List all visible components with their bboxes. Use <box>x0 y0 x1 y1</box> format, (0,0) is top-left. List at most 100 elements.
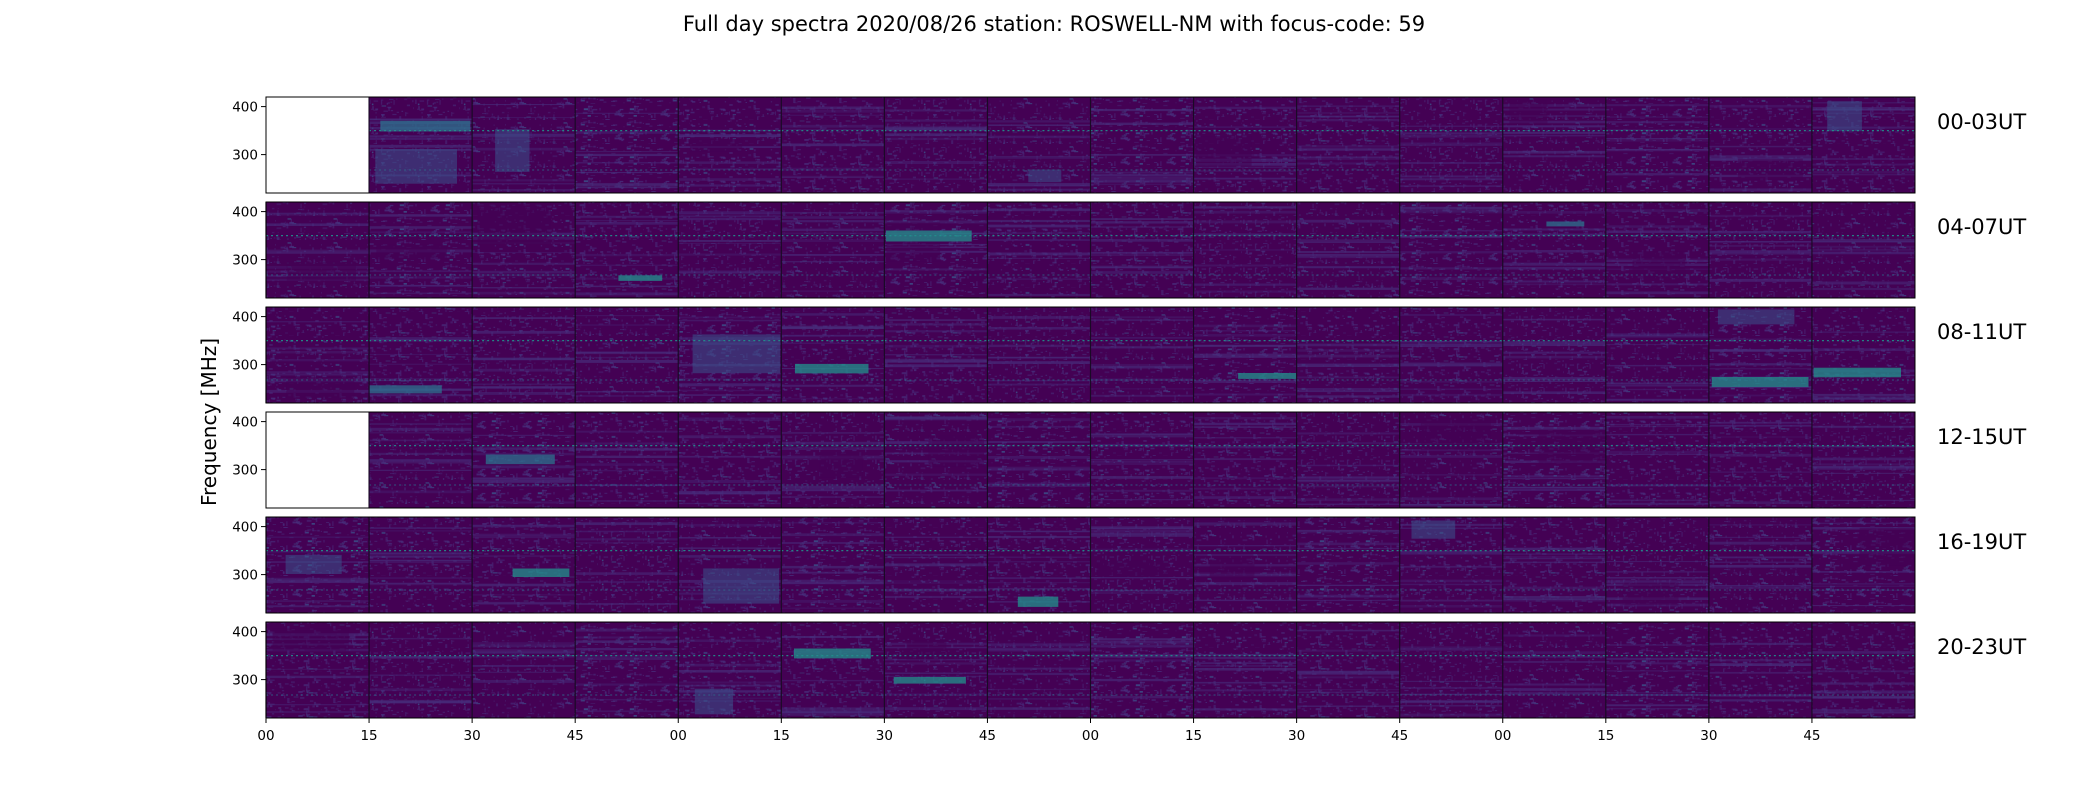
spectrum-panel <box>1089 307 1194 403</box>
band-line <box>987 672 1091 676</box>
spectrum-panel <box>780 517 885 613</box>
panel-background <box>1811 622 1915 718</box>
row-frame <box>265 201 1916 299</box>
band-line <box>1708 363 1812 366</box>
band-line <box>884 662 988 665</box>
signal-block <box>285 554 342 574</box>
band-line <box>1399 144 1503 146</box>
band-line <box>987 156 1091 158</box>
y-axis-label: Frequency [MHz] <box>197 338 221 506</box>
spectrum-panel <box>1296 202 1400 298</box>
band-line <box>1811 466 1915 470</box>
band-line <box>1708 155 1812 159</box>
band-line <box>1296 364 1400 367</box>
band-line <box>1296 595 1400 598</box>
signal-burst <box>380 120 471 132</box>
band-line <box>1296 395 1400 398</box>
band-line <box>1708 241 1812 243</box>
band-line <box>1296 390 1400 393</box>
band-line <box>1708 671 1812 674</box>
spectrum-panel <box>1089 517 1194 613</box>
row-strip-2: 300 400 08-11UT <box>232 306 2026 404</box>
spectrum-panel <box>471 412 576 508</box>
band-line <box>987 647 1091 651</box>
band-line <box>1296 689 1400 691</box>
spectrum-panel <box>471 307 576 403</box>
band-line <box>781 447 885 450</box>
band-line <box>369 559 473 562</box>
row-label: 08-11UT <box>1937 320 2026 344</box>
band-line <box>1502 489 1606 491</box>
y-tick-label: 400 <box>232 100 258 116</box>
band-line <box>1708 145 1812 148</box>
band-line <box>472 447 576 450</box>
band-line <box>678 547 782 549</box>
band-line <box>1605 343 1709 346</box>
band-line <box>472 649 576 651</box>
band-line <box>1811 331 1915 333</box>
band-line <box>1708 155 1812 157</box>
band-line <box>1502 125 1606 128</box>
band-line <box>1708 700 1812 702</box>
band-line <box>1399 230 1503 232</box>
spectrum-panel <box>265 307 370 403</box>
band-line <box>1193 682 1297 685</box>
band-line <box>266 223 370 226</box>
panel-background <box>575 412 679 508</box>
band-line <box>472 652 576 654</box>
band-line <box>1605 385 1709 387</box>
band-line <box>266 373 370 376</box>
band-line <box>1296 599 1400 602</box>
band-line <box>575 264 679 266</box>
spectrum-panel <box>1192 202 1297 298</box>
band-line <box>781 216 885 219</box>
spectrum-panel <box>986 307 1091 403</box>
band-line <box>575 442 679 445</box>
band-line <box>1502 280 1606 283</box>
band-line <box>1090 171 1194 174</box>
signal-block <box>928 435 985 467</box>
band-line <box>987 482 1091 485</box>
spectrum-panel <box>883 622 988 718</box>
band-line <box>1399 503 1503 507</box>
spectrum-panel <box>1192 97 1297 193</box>
x-tick-label: 30 <box>876 728 893 744</box>
band-line <box>1399 454 1503 457</box>
row-strip-1: 300 400 04-07UT <box>232 201 2026 299</box>
band-line <box>884 212 988 214</box>
band-line <box>884 354 988 356</box>
row-strip-4: 300 400 16-19UT <box>232 516 2026 614</box>
band-line <box>1090 476 1194 479</box>
band-line <box>266 251 370 254</box>
band-line <box>575 162 679 164</box>
spectrum-panel <box>1399 412 1503 508</box>
spectrum-panel <box>1708 622 1812 718</box>
band-line <box>1090 534 1194 537</box>
band-line <box>678 316 782 319</box>
band-line <box>369 276 473 279</box>
band-line <box>575 603 679 605</box>
band-line <box>1502 661 1606 663</box>
band-line <box>884 178 988 180</box>
band-line <box>1090 640 1194 643</box>
spectrum-panel <box>1811 517 1915 613</box>
band-line <box>1193 665 1297 667</box>
band-line <box>472 104 576 106</box>
band-line <box>1399 125 1503 127</box>
band-line <box>1090 645 1194 648</box>
band-line <box>472 680 576 683</box>
band-line <box>1296 148 1400 151</box>
band-line <box>1708 585 1812 587</box>
spectrum-panel <box>265 622 370 718</box>
row-label: 12-15UT <box>1937 425 2026 449</box>
band-line <box>781 211 885 214</box>
spectrum-panel <box>1399 622 1503 718</box>
band-line <box>678 271 782 274</box>
band-line <box>1090 109 1194 112</box>
band-line <box>1605 382 1709 385</box>
band-line <box>369 490 473 494</box>
spectrum-panel <box>1192 307 1297 403</box>
panel-background <box>1605 202 1709 298</box>
band-line <box>884 563 988 567</box>
band-line <box>678 383 782 387</box>
